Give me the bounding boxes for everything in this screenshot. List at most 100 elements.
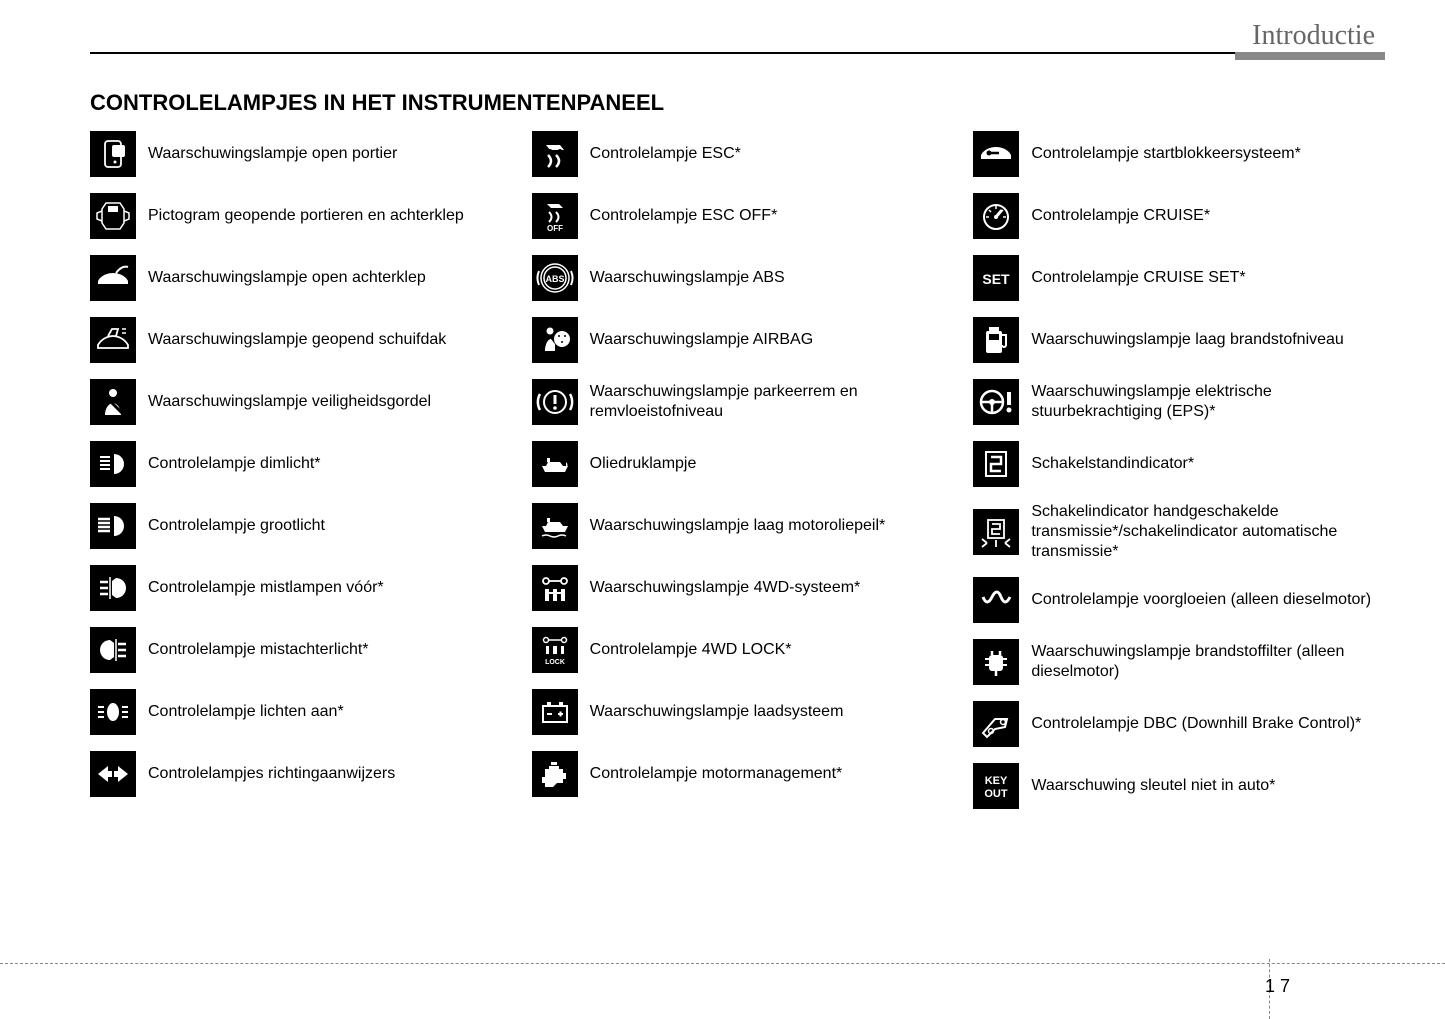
indicator-label: Waarschuwingslampje AIRBAG [590, 330, 814, 350]
header-rule [90, 52, 1235, 54]
svg-text:OUT: OUT [985, 788, 1009, 800]
indicator-label: Waarschuwingslampje parkeerrem en remvlo… [590, 382, 944, 422]
lights-on-icon [90, 689, 136, 735]
page-title: CONTROLELAMPJES IN HET INSTRUMENTENPANEE… [90, 90, 664, 116]
indicator-label: Controlelampje 4WD LOCK* [590, 640, 792, 660]
indicator-label: Waarschuwingslampje laag motoroliepeil* [590, 516, 886, 536]
indicator-label: Waarschuwingslampje laadsysteem [590, 702, 844, 722]
oil-pressure-icon [532, 441, 578, 487]
indicator-label: Controlelampje CRUISE* [1031, 206, 1210, 226]
indicator-label: Controlelampje lichten aan* [148, 702, 344, 722]
column-2: Controlelampje ESC* OFF Controlelampje ESC… [532, 130, 944, 824]
indicator-item: Waarschuwingslampje AIRBAG [532, 316, 944, 364]
indicator-label: Controlelampje DBC (Downhill Brake Contr… [1031, 714, 1361, 734]
fuel-filter-icon [973, 639, 1019, 685]
cruise-icon [973, 193, 1019, 239]
dbc-icon [973, 701, 1019, 747]
indicator-label: Controlelampje startblokkeersysteem* [1031, 144, 1300, 164]
indicator-item: Waarschuwingslampje open achterklep [90, 254, 502, 302]
section-title: Introductie [1252, 20, 1375, 52]
sunroof-open-icon [90, 317, 136, 363]
indicator-item: Oliedruklampje [532, 440, 944, 488]
indicator-label: Schakelstandindicator* [1031, 454, 1194, 474]
indicator-columns: Waarschuwingslampje open portier Pictogra… [90, 130, 1385, 824]
doors-diagram-icon [90, 193, 136, 239]
footer-dashes [0, 963, 1445, 964]
header-rule-accent [1235, 52, 1385, 60]
eps-icon [973, 379, 1019, 425]
brake-warning-icon [532, 379, 578, 425]
esc-icon [532, 131, 578, 177]
oil-level-icon [532, 503, 578, 549]
page-number: 1 7 [1265, 976, 1290, 997]
seatbelt-icon [90, 379, 136, 425]
indicator-label: Controlelampje ESC* [590, 144, 741, 164]
indicator-item: Waarschuwingslampje parkeerrem en remvlo… [532, 378, 944, 426]
indicator-item: Waarschuwingslampje geopend schuifdak [90, 316, 502, 364]
key-out-icon: KEYOUT [973, 763, 1019, 809]
svg-text:LOCK: LOCK [545, 659, 565, 666]
rear-fog-icon [90, 627, 136, 673]
indicator-item: Waarschuwingslampje 4WD-systeem* [532, 564, 944, 612]
cruise-set-icon: SET [973, 255, 1019, 301]
indicator-item: Controlelampje dimlicht* [90, 440, 502, 488]
indicator-label: Waarschuwingslampje geopend schuifdak [148, 330, 446, 350]
abs-icon: ABS [532, 255, 578, 301]
indicator-item: OFF Controlelampje ESC OFF* [532, 192, 944, 240]
indicator-label: Waarschuwingslampje 4WD-systeem* [590, 578, 861, 598]
indicator-item: Schakelstandindicator* [973, 440, 1385, 488]
indicator-label: Controlelampje ESC OFF* [590, 206, 778, 226]
battery-icon [532, 689, 578, 735]
column-1: Waarschuwingslampje open portier Pictogra… [90, 130, 502, 824]
svg-text:KEY: KEY [985, 775, 1008, 787]
front-fog-icon [90, 565, 136, 611]
4wd-icon [532, 565, 578, 611]
indicator-item: Waarschuwingslampje laadsysteem [532, 688, 944, 736]
indicator-label: Controlelampje mistachterlicht* [148, 640, 369, 660]
indicator-label: Waarschuwingslampje open achterklep [148, 268, 426, 288]
high-beam-icon [90, 503, 136, 549]
indicator-item: LOCK Controlelampje 4WD LOCK* [532, 626, 944, 674]
indicator-item: Schakelindicator handgeschakelde transmi… [973, 502, 1385, 562]
low-beam-icon [90, 441, 136, 487]
immobilizer-icon [973, 131, 1019, 177]
indicator-item: Controlelampje mistlampen vóór* [90, 564, 502, 612]
indicator-item: Controlelampje lichten aan* [90, 688, 502, 736]
indicator-label: Oliedruklampje [590, 454, 697, 474]
indicator-item: Waarschuwingslampje elektrische stuurbek… [973, 378, 1385, 426]
fuel-low-icon [973, 317, 1019, 363]
indicator-item: Controlelampje motormanagement* [532, 750, 944, 798]
indicator-label: Waarschuwingslampje veiligheidsgordel [148, 392, 431, 412]
indicator-item: Controlelampje grootlicht [90, 502, 502, 550]
esc-off-icon: OFF [532, 193, 578, 239]
indicator-label: Waarschuwing sleutel niet in auto* [1031, 776, 1275, 796]
indicator-item: Controlelampjes richtingaanwijzers [90, 750, 502, 798]
indicator-label: Controlelampjes richtingaanwijzers [148, 764, 395, 784]
indicator-label: Controlelampje CRUISE SET* [1031, 268, 1245, 288]
indicator-item: Controlelampje startblokkeersysteem* [973, 130, 1385, 178]
indicator-label: Controlelampje dimlicht* [148, 454, 321, 474]
indicator-label: Waarschuwingslampje open portier [148, 144, 397, 164]
indicator-item: Waarschuwingslampje veiligheidsgordel [90, 378, 502, 426]
indicator-label: Waarschuwingslampje ABS [590, 268, 785, 288]
door-open-icon [90, 131, 136, 177]
indicator-item: Waarschuwingslampje brandstoffilter (all… [973, 638, 1385, 686]
indicator-label: Controlelampje voorgloeien (alleen diese… [1031, 590, 1371, 610]
indicator-item: SET Controlelampje CRUISE SET* [973, 254, 1385, 302]
indicator-label: Waarschuwingslampje elektrische stuurbek… [1031, 382, 1385, 422]
indicator-item: Controlelampje DBC (Downhill Brake Contr… [973, 700, 1385, 748]
svg-text:SET: SET [983, 271, 1011, 287]
indicator-label: Schakelindicator handgeschakelde transmi… [1031, 502, 1385, 562]
indicator-item: Controlelampje CRUISE* [973, 192, 1385, 240]
airbag-icon [532, 317, 578, 363]
glow-plug-icon [973, 577, 1019, 623]
gear-indicator-icon [973, 441, 1019, 487]
indicator-item: Controlelampje voorgloeien (alleen diese… [973, 576, 1385, 624]
svg-text:OFF: OFF [547, 224, 563, 233]
indicator-label: Pictogram geopende portieren en achterkl… [148, 206, 464, 226]
indicator-item: Waarschuwingslampje laag brandstofniveau [973, 316, 1385, 364]
indicator-item: ABS Waarschuwingslampje ABS [532, 254, 944, 302]
trunk-open-icon [90, 255, 136, 301]
indicator-item: KEYOUT Waarschuwing sleutel niet in auto* [973, 762, 1385, 810]
indicator-label: Waarschuwingslampje brandstoffilter (all… [1031, 642, 1385, 682]
